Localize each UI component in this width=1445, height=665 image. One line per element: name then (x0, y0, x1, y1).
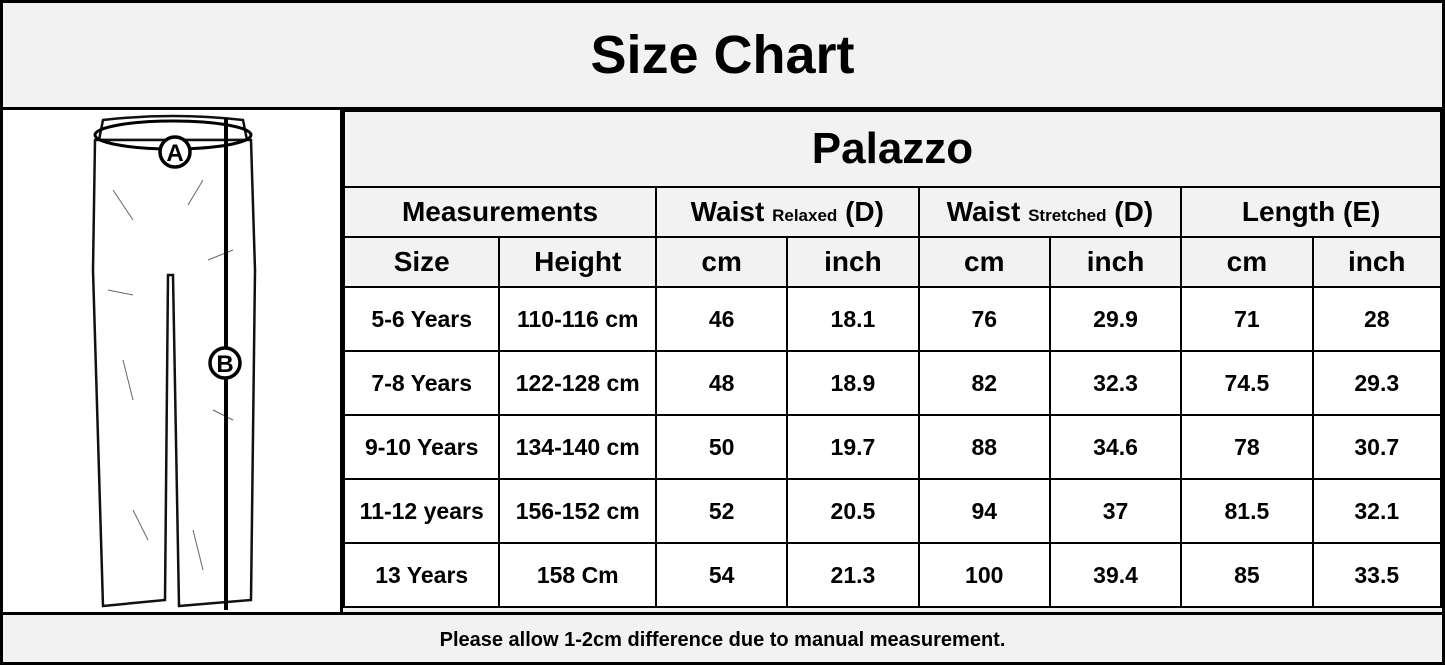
subheader-cell: cm (1180, 236, 1314, 288)
value-cell: 39.4 (1048, 542, 1183, 608)
value-cell: 20.5 (786, 478, 920, 544)
value-cell: 110-116 cm (498, 286, 658, 352)
value-cell: 32.1 (1311, 478, 1443, 544)
value-cell: 78 (1180, 414, 1314, 480)
value-cell: 29.3 (1311, 350, 1443, 416)
size-cell: 11-12 years (342, 478, 501, 544)
value-cell: 30.7 (1311, 414, 1443, 480)
value-cell: 158 Cm (498, 542, 658, 608)
value-cell: 28 (1311, 286, 1443, 352)
table-row: 7-8 Years 122-128 cm 48 18.9 82 32.3 74.5 29.3 (342, 350, 1443, 416)
chart-title: Size Chart (3, 3, 1442, 110)
table-row: 5-6 Years 110-116 cm 46 18.1 76 29.9 71 28 (342, 286, 1443, 352)
value-cell: 81.5 (1180, 478, 1314, 544)
value-cell: 88 (917, 414, 1051, 480)
value-cell: 46 (655, 286, 789, 352)
value-cell: 52 (655, 478, 789, 544)
marker-b: B (216, 351, 233, 378)
subheader-cell: inch (1048, 236, 1183, 288)
value-cell: 34.6 (1048, 414, 1183, 480)
value-cell: 74.5 (1180, 350, 1314, 416)
subheader-cell: inch (1311, 236, 1443, 288)
subheader-cell: Size (342, 236, 501, 288)
value-cell: 134-140 cm (498, 414, 658, 480)
subheader-cell: cm (655, 236, 789, 288)
subheader-cell: Height (498, 236, 658, 288)
value-cell: 18.1 (786, 286, 920, 352)
size-table: Palazzo Measurements Waist Relaxed (D) W… (342, 110, 1443, 608)
header-waist-label: Waist (946, 196, 1021, 227)
size-cell: 7-8 Years (342, 350, 501, 416)
table-row: 11-12 years 156-152 cm 52 20.5 94 37 81.5 32.1 (342, 478, 1443, 544)
value-cell: 85 (1180, 542, 1314, 608)
header-waist-label: Waist (690, 196, 765, 227)
header-stretched-label: Stretched (1028, 206, 1107, 225)
value-cell: 50 (655, 414, 789, 480)
pants-drawing-icon: A B (91, 114, 257, 610)
header-length: Length (E) (1180, 186, 1442, 238)
value-cell: 33.5 (1311, 542, 1443, 608)
header-code: (D) (845, 196, 884, 227)
value-cell: 18.9 (786, 350, 920, 416)
header-waist-stretched: Waist Stretched (D) (917, 186, 1183, 238)
header-waist-relaxed: Waist Relaxed (D) (655, 186, 920, 238)
value-cell: 54 (655, 542, 789, 608)
value-cell: 122-128 cm (498, 350, 658, 416)
value-cell: 94 (917, 478, 1051, 544)
marker-a: A (166, 140, 183, 167)
pants-illustration: A B (3, 110, 343, 612)
header-code: (D) (1114, 196, 1154, 227)
value-cell: 37 (1048, 478, 1183, 544)
value-cell: 76 (917, 286, 1051, 352)
footer-note: Please allow 1-2cm difference due to man… (3, 612, 1442, 665)
value-cell: 156-152 cm (498, 478, 658, 544)
value-cell: 48 (655, 350, 789, 416)
size-cell: 13 Years (342, 542, 501, 608)
header-measurements: Measurements (342, 186, 658, 238)
table-row: 9-10 Years 134-140 cm 50 19.7 88 34.6 78 30.7 (342, 414, 1443, 480)
value-cell: 100 (917, 542, 1051, 608)
value-cell: 32.3 (1048, 350, 1183, 416)
header-relaxed-label: Relaxed (772, 206, 838, 225)
subheader-cell: cm (917, 236, 1051, 288)
size-cell: 9-10 Years (342, 414, 501, 480)
value-cell: 82 (917, 350, 1051, 416)
value-cell: 29.9 (1048, 286, 1183, 352)
size-cell: 5-6 Years (342, 286, 501, 352)
product-name: Palazzo (343, 110, 1442, 188)
value-cell: 21.3 (786, 542, 920, 608)
value-cell: 19.7 (786, 414, 920, 480)
subheader-cell: inch (786, 236, 920, 288)
value-cell: 71 (1180, 286, 1314, 352)
table-row: 13 Years 158 Cm 54 21.3 100 39.4 85 33.5 (342, 542, 1443, 608)
